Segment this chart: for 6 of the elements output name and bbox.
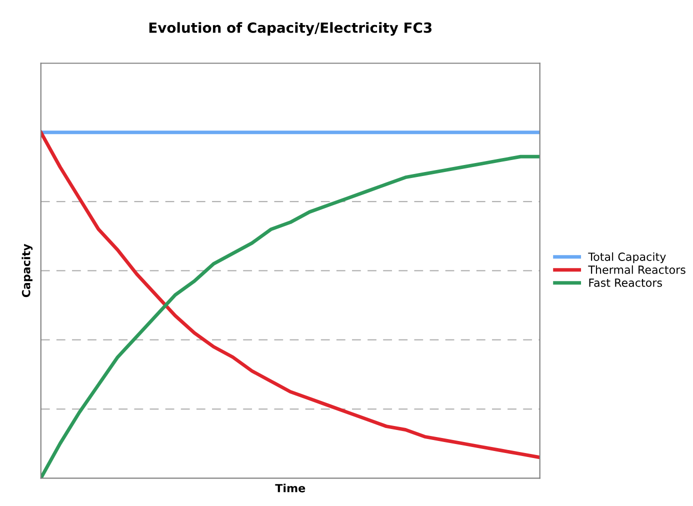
legend-label: Thermal Reactors: [588, 265, 686, 274]
x-axis-title: Time: [275, 484, 306, 492]
legend-label: Fast Reactors: [589, 278, 662, 287]
y-axis-title: Capacity: [22, 244, 33, 298]
legend-label: Total Capacity: [588, 252, 666, 264]
chart-title: Evolution of Capacity/Electricity FC3: [149, 22, 432, 36]
